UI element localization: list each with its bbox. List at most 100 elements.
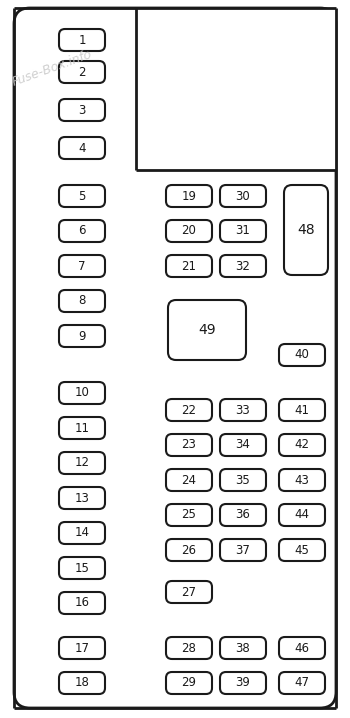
FancyBboxPatch shape [220,672,266,694]
FancyBboxPatch shape [220,637,266,659]
Text: 6: 6 [78,225,86,238]
Text: 2: 2 [78,65,86,78]
Text: 22: 22 [182,404,196,416]
Text: 36: 36 [236,508,251,521]
Text: 29: 29 [182,676,196,689]
Text: 21: 21 [182,259,196,273]
Text: 34: 34 [236,439,251,452]
FancyBboxPatch shape [59,592,105,614]
FancyBboxPatch shape [168,300,246,360]
FancyBboxPatch shape [166,581,212,603]
Text: 26: 26 [182,544,196,556]
FancyBboxPatch shape [166,399,212,421]
FancyBboxPatch shape [279,399,325,421]
FancyBboxPatch shape [14,8,336,708]
Text: 46: 46 [294,641,309,655]
FancyBboxPatch shape [284,185,328,275]
Text: 10: 10 [75,386,90,399]
Text: Fuse-Box.info: Fuse-Box.info [10,47,94,88]
Text: 5: 5 [78,190,86,202]
Text: 11: 11 [75,421,90,434]
FancyBboxPatch shape [279,637,325,659]
Text: 45: 45 [295,544,309,556]
Bar [136,8,336,170]
FancyBboxPatch shape [59,522,105,544]
Text: 9: 9 [78,330,86,342]
FancyBboxPatch shape [59,290,105,312]
Text: 38: 38 [236,641,250,655]
FancyBboxPatch shape [279,434,325,456]
Text: 8: 8 [78,294,86,307]
FancyBboxPatch shape [220,220,266,242]
Text: 12: 12 [75,457,90,470]
FancyBboxPatch shape [59,29,105,51]
FancyBboxPatch shape [59,637,105,659]
Text: 7: 7 [78,259,86,273]
Text: 35: 35 [236,473,250,487]
Text: 27: 27 [182,585,196,599]
FancyBboxPatch shape [220,434,266,456]
FancyBboxPatch shape [166,539,212,561]
Text: 18: 18 [75,676,90,689]
FancyBboxPatch shape [279,504,325,526]
FancyBboxPatch shape [59,220,105,242]
Text: 3: 3 [78,103,86,116]
Text: 43: 43 [295,473,309,487]
FancyBboxPatch shape [220,399,266,421]
FancyBboxPatch shape [220,185,266,207]
FancyBboxPatch shape [279,539,325,561]
FancyBboxPatch shape [166,255,212,277]
Text: 17: 17 [75,641,90,655]
FancyBboxPatch shape [59,61,105,83]
FancyBboxPatch shape [166,434,212,456]
Text: 32: 32 [236,259,251,273]
Text: 47: 47 [294,676,309,689]
FancyBboxPatch shape [59,452,105,474]
FancyBboxPatch shape [220,469,266,491]
Text: 25: 25 [182,508,196,521]
Text: 1: 1 [78,34,86,47]
FancyBboxPatch shape [279,344,325,366]
FancyBboxPatch shape [59,487,105,509]
FancyBboxPatch shape [59,382,105,404]
FancyBboxPatch shape [166,672,212,694]
Text: 41: 41 [294,404,309,416]
FancyBboxPatch shape [59,417,105,439]
FancyBboxPatch shape [59,137,105,159]
Text: 15: 15 [75,561,90,574]
FancyBboxPatch shape [59,325,105,347]
FancyBboxPatch shape [59,99,105,121]
Text: 24: 24 [182,473,196,487]
FancyBboxPatch shape [166,504,212,526]
Text: 19: 19 [182,190,196,202]
FancyBboxPatch shape [59,255,105,277]
Text: 40: 40 [295,348,309,361]
Text: 42: 42 [294,439,309,452]
Text: 13: 13 [75,492,90,505]
Text: 31: 31 [236,225,251,238]
FancyBboxPatch shape [59,185,105,207]
Text: 28: 28 [182,641,196,655]
Text: 16: 16 [75,597,90,610]
FancyBboxPatch shape [166,637,212,659]
FancyBboxPatch shape [166,220,212,242]
FancyBboxPatch shape [220,539,266,561]
Text: 44: 44 [294,508,309,521]
Text: 20: 20 [182,225,196,238]
FancyBboxPatch shape [220,255,266,277]
Text: 37: 37 [236,544,251,556]
FancyBboxPatch shape [279,672,325,694]
FancyBboxPatch shape [59,672,105,694]
Text: 30: 30 [236,190,250,202]
Text: 49: 49 [198,323,216,337]
FancyBboxPatch shape [166,185,212,207]
Text: 23: 23 [182,439,196,452]
FancyBboxPatch shape [166,469,212,491]
Text: 39: 39 [236,676,251,689]
Text: 4: 4 [78,141,86,154]
FancyBboxPatch shape [59,557,105,579]
Text: 14: 14 [75,526,90,539]
Text: 33: 33 [236,404,250,416]
Text: 48: 48 [297,223,315,237]
FancyBboxPatch shape [220,504,266,526]
